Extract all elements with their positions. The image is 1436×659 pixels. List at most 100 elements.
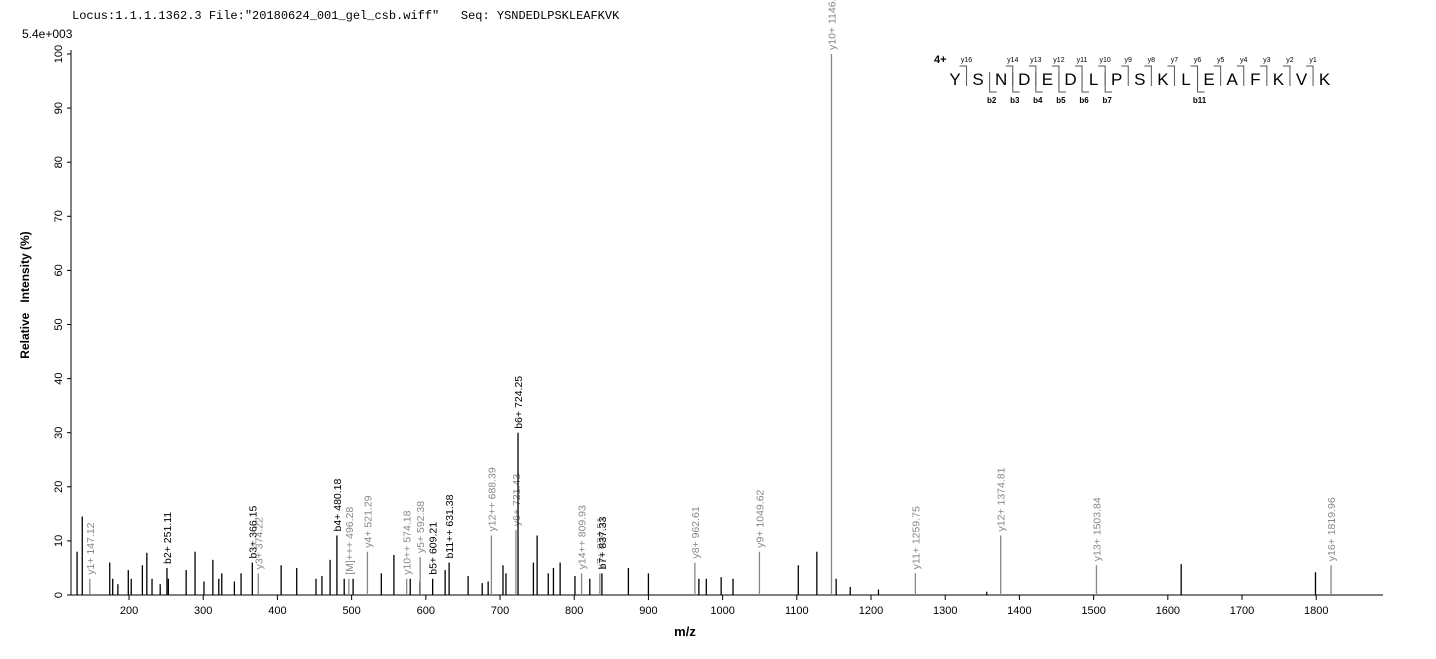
b-bracket: [1197, 72, 1205, 93]
residue: L: [1089, 70, 1098, 89]
y-axis-label: Relative Intensity (%): [18, 231, 32, 358]
x-tick-label: 1100: [785, 605, 809, 617]
b-bracket: [1081, 72, 1090, 93]
peak-label: [M]+++ 496.28: [344, 507, 356, 575]
peak-label: b4+ 480.18: [332, 478, 344, 531]
peak-label: b11++ 631.38: [444, 494, 456, 558]
x-tick-label: 1200: [859, 605, 883, 617]
peak-label: b5+ 609.21: [428, 522, 440, 575]
residue: E: [1203, 70, 1214, 89]
y-ion-label: y9: [1125, 57, 1133, 64]
y-ion-label: y7: [1171, 57, 1179, 64]
peak-label: y3+ 374.22: [253, 517, 265, 569]
peak-label: y12++ 688.39: [486, 467, 498, 531]
peak-label: y7+ 834.51: [595, 517, 607, 569]
y-ion-label: y5: [1217, 57, 1225, 64]
y-tick-label: 50: [53, 318, 65, 330]
residue: S: [972, 70, 983, 89]
peak-label: b3+ 366.15: [247, 506, 259, 559]
residue: D: [1018, 70, 1030, 89]
y-tick-label: 20: [53, 481, 65, 493]
y-tick-label: 40: [53, 372, 65, 384]
y-tick-label: 100: [53, 45, 65, 63]
peak-label: b7+ 837.33: [597, 516, 609, 569]
y-bracket: [1236, 65, 1245, 86]
y-ion-label: y16: [961, 57, 972, 64]
y-ion-label: y11: [1077, 57, 1088, 64]
header: Locus:1.1.1.1362.3 File:"20180624_001_ge…: [72, 9, 620, 23]
peak-label: y9+ 1049.62: [754, 489, 766, 547]
peak-label: y6+ 721.43: [511, 474, 523, 526]
y-bracket: [1213, 65, 1222, 86]
b-ion-label: b4: [1033, 96, 1043, 105]
x-tick-label: 900: [639, 605, 657, 617]
x-tick-label: 1700: [1230, 605, 1254, 617]
charge: 4+: [934, 54, 947, 66]
y-ion-label: y8: [1148, 57, 1156, 64]
peak-label: y1+ 147.12: [85, 522, 97, 574]
residue: D: [1064, 70, 1076, 89]
y-bracket: [1306, 65, 1314, 86]
b-ion-label: b2: [987, 96, 997, 105]
b-bracket: [1035, 72, 1043, 93]
y-ion-label: y6: [1194, 57, 1202, 64]
y-ion-label: y4: [1240, 57, 1248, 64]
peak-label: b6+ 724.25: [513, 376, 525, 429]
peak-label: y10+ 1146.69: [826, 0, 838, 50]
y-bracket: [1259, 65, 1268, 86]
y-bracket: [1144, 65, 1152, 86]
residue: P: [1111, 70, 1122, 89]
x-tick-label: 200: [120, 605, 138, 617]
y-bracket: [1098, 65, 1106, 86]
peak-label: y13+ 1503.84: [1091, 497, 1103, 561]
x-axis-label: m/z: [674, 624, 696, 639]
peak-label: y10++ 574.18: [402, 510, 414, 574]
y-bracket: [1121, 65, 1129, 86]
b-ion-label: b3: [1010, 96, 1020, 105]
b-ion-label: b11: [1193, 96, 1207, 105]
residue: K: [1273, 70, 1285, 89]
b-ion-label: b6: [1079, 96, 1089, 105]
x-tick-label: 1800: [1304, 605, 1328, 617]
peak-label: y16+ 1819.96: [1326, 497, 1338, 561]
y-tick-label: 70: [53, 210, 65, 222]
peak-label: y8+ 962.61: [690, 506, 702, 558]
y-ion-label: y3: [1263, 57, 1271, 64]
b-bracket: [1012, 72, 1020, 93]
x-tick-label: 1600: [1156, 605, 1180, 617]
y-tick-label: 10: [53, 535, 65, 547]
residue: K: [1319, 70, 1331, 89]
residue: L: [1181, 70, 1190, 89]
x-tick-label: 1500: [1081, 605, 1105, 617]
x-tick-label: 1000: [710, 605, 734, 617]
y-tick-label: 0: [53, 592, 65, 598]
b-ion-label: b7: [1102, 96, 1112, 105]
x-tick-label: 1400: [1007, 605, 1031, 617]
peak-label: y5+ 592.38: [415, 501, 427, 553]
y-ion-label: y2: [1286, 57, 1294, 64]
y-bracket: [959, 65, 968, 86]
x-tick-label: 400: [268, 605, 286, 617]
b-bracket: [1058, 72, 1066, 93]
b-bracket: [1104, 72, 1113, 93]
residue: N: [995, 70, 1007, 89]
residue: S: [1134, 70, 1145, 89]
residue: V: [1296, 70, 1308, 89]
y-tick-label: 90: [53, 102, 65, 114]
residue: K: [1157, 70, 1169, 89]
peak-label: y12+ 1374.81: [996, 467, 1008, 531]
scale-label: 5.4e+003: [22, 27, 73, 41]
x-tick-label: 300: [194, 605, 212, 617]
x-tick-label: 600: [417, 605, 435, 617]
peak-label: y11+ 1259.75: [910, 506, 922, 569]
residue: F: [1250, 70, 1260, 89]
peak-label: y14++ 809.93: [577, 505, 589, 569]
x-tick-label: 800: [565, 605, 583, 617]
y-ion-label: y14: [1007, 57, 1018, 64]
residue: Y: [949, 70, 960, 89]
y-ion-label: y13: [1030, 57, 1041, 64]
b-bracket: [989, 72, 997, 93]
y-bracket: [1167, 65, 1175, 86]
x-tick-label: 1300: [933, 605, 957, 617]
